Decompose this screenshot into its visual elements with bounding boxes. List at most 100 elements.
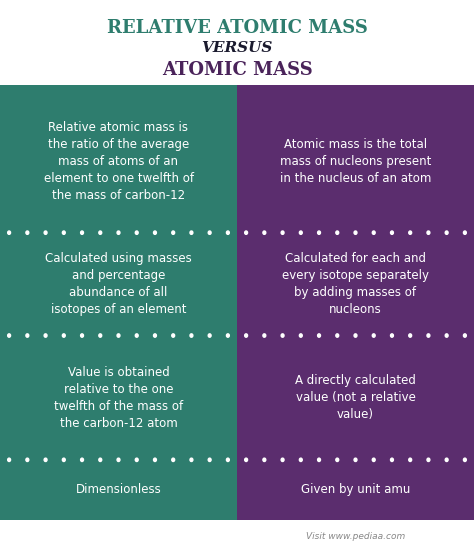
Circle shape [445, 458, 448, 462]
Text: Calculated using masses
and percentage
abundance of all
isotopes of an element: Calculated using masses and percentage a… [45, 252, 192, 316]
Circle shape [117, 231, 120, 234]
Circle shape [354, 458, 357, 462]
FancyBboxPatch shape [0, 460, 237, 520]
Text: Relative atomic mass is
the ratio of the average
mass of atoms of an
element to : Relative atomic mass is the ratio of the… [44, 122, 193, 202]
Circle shape [427, 334, 430, 337]
Circle shape [8, 458, 10, 462]
Circle shape [263, 231, 266, 234]
Circle shape [318, 231, 320, 234]
Circle shape [318, 458, 320, 462]
Circle shape [190, 334, 193, 337]
Circle shape [44, 231, 47, 234]
Circle shape [63, 231, 65, 234]
Circle shape [26, 458, 29, 462]
Circle shape [427, 458, 430, 462]
Circle shape [208, 231, 211, 234]
Circle shape [99, 458, 102, 462]
Circle shape [464, 231, 466, 234]
Text: RELATIVE ATOMIC MASS: RELATIVE ATOMIC MASS [107, 19, 367, 38]
Circle shape [372, 458, 375, 462]
FancyBboxPatch shape [237, 85, 474, 91]
Circle shape [245, 334, 247, 337]
Circle shape [8, 334, 10, 337]
Circle shape [336, 458, 339, 462]
Circle shape [81, 334, 83, 337]
Circle shape [26, 334, 29, 337]
Circle shape [391, 334, 393, 337]
Circle shape [245, 231, 247, 234]
Circle shape [135, 458, 138, 462]
Circle shape [300, 231, 302, 234]
Circle shape [99, 231, 102, 234]
Circle shape [281, 458, 284, 462]
Circle shape [172, 231, 174, 234]
FancyBboxPatch shape [237, 233, 474, 336]
Circle shape [190, 231, 193, 234]
Circle shape [44, 334, 47, 337]
Text: Visit www.pediaa.com: Visit www.pediaa.com [306, 532, 405, 541]
Text: Value is obtained
relative to the one
twelfth of the mass of
the carbon-12 atom: Value is obtained relative to the one tw… [54, 366, 183, 430]
Circle shape [208, 458, 211, 462]
Circle shape [281, 231, 284, 234]
Circle shape [372, 231, 375, 234]
Circle shape [300, 458, 302, 462]
Circle shape [318, 334, 320, 337]
Circle shape [190, 458, 193, 462]
Circle shape [208, 334, 211, 337]
Circle shape [300, 334, 302, 337]
Circle shape [154, 231, 156, 234]
Circle shape [391, 458, 393, 462]
Circle shape [81, 458, 83, 462]
Circle shape [26, 231, 29, 234]
Circle shape [172, 458, 174, 462]
Circle shape [427, 231, 430, 234]
Text: Dimensionless: Dimensionless [76, 483, 161, 497]
Circle shape [263, 334, 266, 337]
Circle shape [445, 334, 448, 337]
Circle shape [336, 334, 339, 337]
Circle shape [354, 231, 357, 234]
Circle shape [99, 334, 102, 337]
Circle shape [135, 231, 138, 234]
Text: A directly calculated
value (not a relative
value): A directly calculated value (not a relat… [295, 374, 416, 421]
FancyBboxPatch shape [237, 460, 474, 520]
FancyBboxPatch shape [0, 336, 237, 460]
Circle shape [245, 458, 247, 462]
Text: VERSUS: VERSUS [201, 41, 273, 55]
FancyBboxPatch shape [237, 336, 474, 460]
Circle shape [263, 458, 266, 462]
Text: Calculated for each and
every isotope separately
by adding masses of
nucleons: Calculated for each and every isotope se… [282, 252, 429, 316]
Circle shape [354, 334, 357, 337]
Circle shape [391, 231, 393, 234]
Circle shape [44, 458, 47, 462]
Circle shape [81, 231, 83, 234]
Text: Given by unit amu: Given by unit amu [301, 483, 410, 497]
Circle shape [135, 334, 138, 337]
Text: ATOMIC MASS: ATOMIC MASS [162, 61, 312, 79]
Circle shape [117, 334, 120, 337]
Circle shape [281, 334, 284, 337]
Circle shape [63, 334, 65, 337]
Circle shape [227, 458, 229, 462]
FancyBboxPatch shape [0, 233, 237, 336]
Circle shape [8, 231, 10, 234]
Circle shape [409, 231, 411, 234]
Circle shape [154, 334, 156, 337]
Circle shape [336, 231, 339, 234]
Circle shape [172, 334, 174, 337]
Circle shape [227, 334, 229, 337]
Circle shape [409, 458, 411, 462]
Circle shape [117, 458, 120, 462]
Text: Atomic mass is the total
mass of nucleons present
in the nucleus of an atom: Atomic mass is the total mass of nucleon… [280, 138, 431, 185]
FancyBboxPatch shape [0, 85, 237, 91]
Circle shape [63, 458, 65, 462]
Circle shape [372, 334, 375, 337]
Circle shape [445, 231, 448, 234]
Circle shape [154, 458, 156, 462]
Circle shape [227, 231, 229, 234]
Circle shape [464, 334, 466, 337]
Circle shape [464, 458, 466, 462]
FancyBboxPatch shape [237, 91, 474, 233]
FancyBboxPatch shape [0, 91, 237, 233]
Circle shape [409, 334, 411, 337]
